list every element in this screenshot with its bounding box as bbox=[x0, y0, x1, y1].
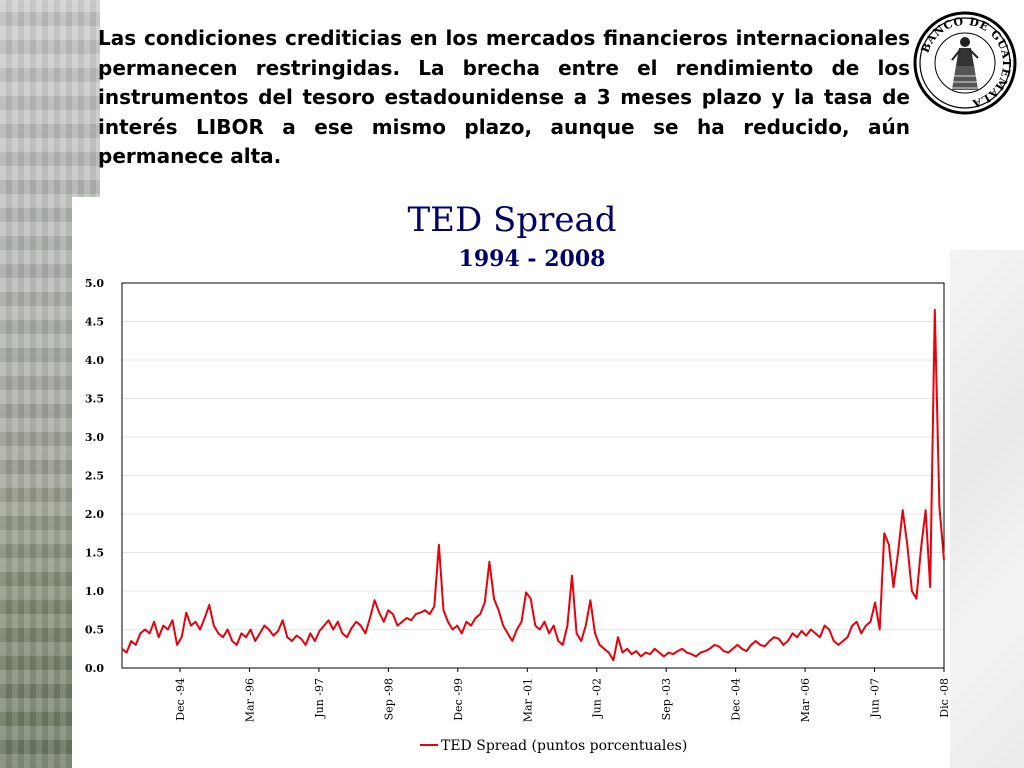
background-watermark bbox=[950, 250, 1024, 768]
banco-de-guatemala-seal: BANCO DE GUATEMALA bbox=[913, 11, 1017, 115]
y-tick-label: 2.5 bbox=[85, 470, 104, 483]
y-tick-label: 0.0 bbox=[85, 662, 104, 675]
y-tick-label: 5.0 bbox=[85, 277, 104, 290]
x-tick-label: Dec -99 bbox=[452, 678, 465, 721]
x-tick-label: Mar -96 bbox=[243, 678, 256, 722]
x-tick-label: Jun -02 bbox=[591, 678, 604, 719]
grid-lines bbox=[122, 321, 944, 630]
chart-title: TED Spread bbox=[407, 200, 617, 240]
x-tick-label: Sep -03 bbox=[660, 678, 673, 720]
y-tick-label: 0.5 bbox=[85, 624, 104, 637]
plot-area bbox=[121, 282, 945, 669]
chart-panel bbox=[72, 197, 950, 768]
y-tick-label: 1.0 bbox=[85, 585, 104, 598]
x-tick-label: Dec -04 bbox=[730, 678, 743, 721]
x-tick-label: Dic -08 bbox=[938, 678, 951, 718]
legend-label: TED Spread (puntos porcentuales) bbox=[441, 738, 687, 754]
x-tick-label: Mar -06 bbox=[799, 678, 812, 722]
x-axis: Dec -94 Mar -96 Jun -97 Sep -98 Dec -99 Mar -… bbox=[174, 668, 951, 722]
x-tick-label: Jun -97 bbox=[313, 678, 326, 719]
legend: TED Spread (puntos porcentuales) bbox=[420, 738, 687, 754]
x-tick-label: Mar -01 bbox=[521, 678, 534, 722]
ted-spread-line bbox=[121, 308, 945, 662]
x-tick-label: Sep -98 bbox=[382, 678, 395, 720]
y-tick-label: 4.5 bbox=[85, 316, 104, 329]
x-tick-label: Jun -07 bbox=[869, 678, 882, 719]
x-tick-label: Dec -94 bbox=[174, 678, 187, 721]
y-tick-label: 1.5 bbox=[85, 547, 104, 560]
chart-subtitle: 1994 - 2008 bbox=[458, 246, 606, 272]
y-tick-label: 3.0 bbox=[85, 431, 104, 444]
y-tick-label: 3.5 bbox=[85, 393, 104, 406]
y-tick-label: 2.0 bbox=[85, 508, 104, 521]
intro-paragraph: Las condiciones crediticias en los merca… bbox=[98, 26, 910, 168]
y-axis: 0.0 0.5 1.0 1.5 2.0 2.5 3.0 3.5 4.0 4.5 5.0 bbox=[85, 277, 104, 675]
y-tick-label: 4.0 bbox=[85, 354, 104, 367]
